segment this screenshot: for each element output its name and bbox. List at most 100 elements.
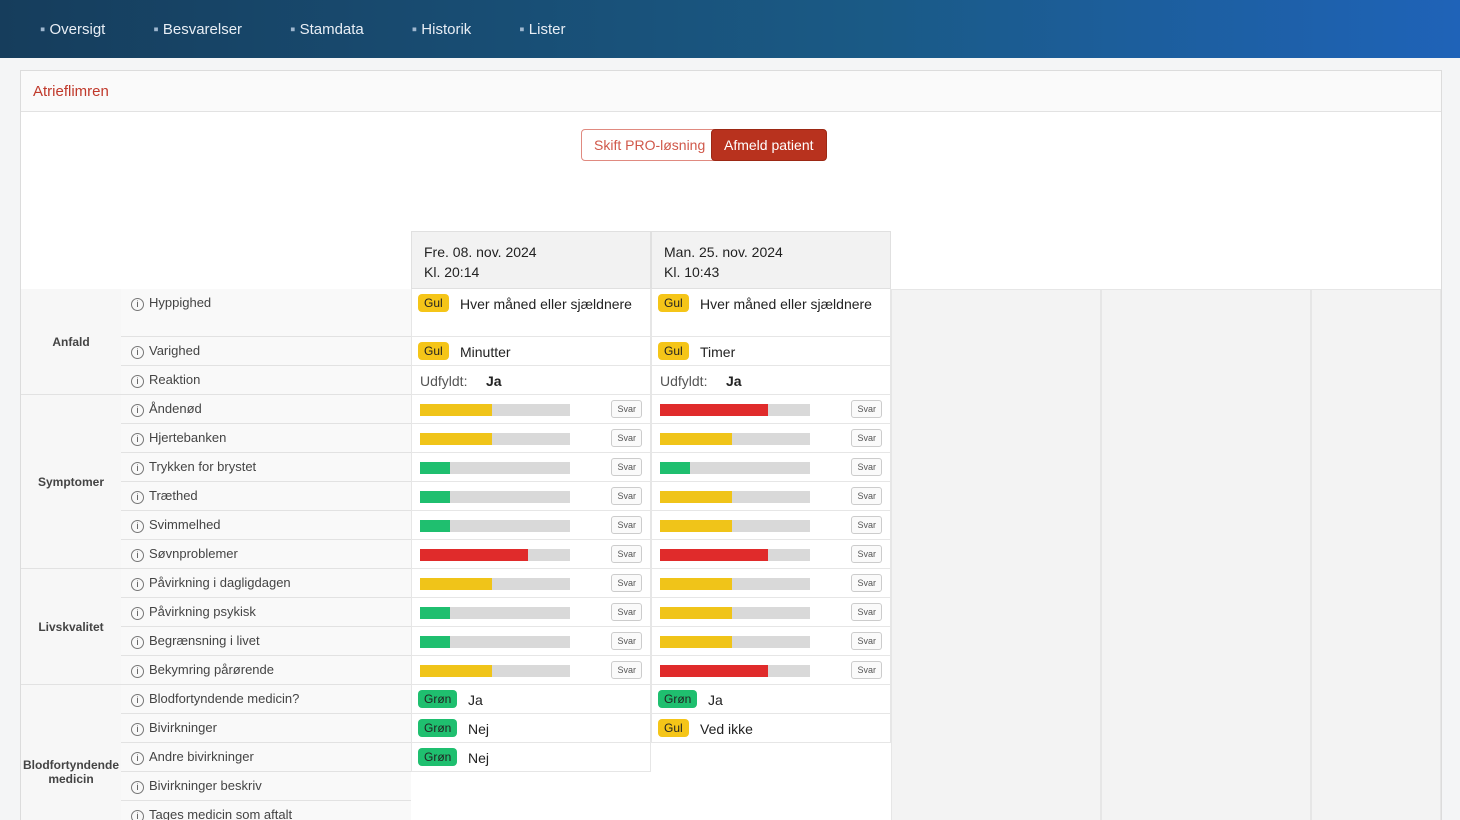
question: i Bivirkninger beskriv	[121, 772, 411, 801]
answer-button[interactable]: Svar	[611, 603, 642, 621]
answer-button[interactable]: Svar	[851, 603, 882, 621]
answer-cell: Svar	[411, 569, 651, 598]
group-label: Anfald	[21, 289, 121, 395]
answer-cell: Gul Hver måned eller sjældnere	[411, 289, 651, 337]
answer-cell: Svar	[651, 627, 891, 656]
answer-text: Nej	[468, 721, 490, 737]
badge: Gul	[658, 719, 689, 737]
panel: Atrieflimren Skift PRO-løsning Afmeld pa…	[20, 70, 1442, 820]
answer-button[interactable]: Svar	[851, 574, 882, 592]
answer-text: Nej	[468, 750, 490, 766]
question-text: Påvirkning i dagligdagen	[149, 575, 291, 590]
question: i Begrænsning i livet	[121, 627, 411, 656]
question: i Reaktion	[121, 366, 411, 395]
bar-track	[660, 665, 810, 677]
answer-cell: Grøn Nej	[411, 743, 651, 772]
answer-cell: Svar	[651, 656, 891, 685]
group-label: Blodfortyndende medicin	[21, 685, 121, 820]
nav-item[interactable]: Lister	[519, 21, 566, 38]
bar-fill	[420, 404, 492, 416]
answer-button[interactable]: Svar	[611, 661, 642, 679]
question-text: Begrænsning i livet	[149, 633, 260, 648]
question: i Hyppighed	[121, 289, 411, 337]
nav-item[interactable]: Oversigt	[40, 21, 106, 38]
question: i Svimmelhed	[121, 511, 411, 540]
answer-button[interactable]: Svar	[611, 429, 642, 447]
switch-button[interactable]: Skift PRO-løsning	[581, 129, 719, 161]
info-icon: i	[131, 520, 144, 533]
info-icon: i	[131, 462, 144, 475]
bar-fill	[420, 433, 492, 445]
question-text: Tages medicin som aftalt	[149, 807, 293, 820]
column-header: Fre. 08. nov. 2024 Kl. 20:14	[411, 231, 651, 289]
bar-fill	[420, 549, 528, 561]
answer-button[interactable]: Svar	[611, 545, 642, 563]
question: i Åndenød	[121, 395, 411, 424]
bar-track	[420, 578, 570, 590]
badge: Gul	[418, 294, 449, 312]
answer-cell: Gul Timer	[651, 337, 891, 366]
answer-button[interactable]: Svar	[611, 574, 642, 592]
answer-text: Ja	[726, 373, 742, 389]
answer-button[interactable]: Svar	[851, 516, 882, 534]
bar-track	[420, 520, 570, 532]
bar-track	[660, 462, 810, 474]
question: i Blodfortyndende medicin?	[121, 685, 411, 714]
question-text: Bivirkninger beskriv	[149, 778, 262, 793]
bar-fill	[420, 578, 492, 590]
answer-button[interactable]: Svar	[611, 458, 642, 476]
bar-track	[660, 607, 810, 619]
bar-fill	[420, 491, 450, 503]
answer-cell: Svar	[651, 482, 891, 511]
nav-item[interactable]: Stamdata	[290, 21, 364, 38]
nav-item[interactable]: Historik	[412, 21, 471, 38]
answer-button[interactable]: Svar	[851, 545, 882, 563]
bar-fill	[660, 665, 768, 677]
answer-cell: Svar	[411, 453, 651, 482]
bar-fill	[660, 636, 732, 648]
answer-button[interactable]: Svar	[851, 458, 882, 476]
bar-fill	[420, 607, 450, 619]
info-icon: i	[131, 781, 144, 794]
answer-text: Ja	[468, 692, 483, 708]
answer-button[interactable]: Svar	[611, 487, 642, 505]
bar-fill	[660, 520, 732, 532]
answer-button[interactable]: Svar	[611, 400, 642, 418]
question: i Søvnproblemer	[121, 540, 411, 569]
info-icon: i	[131, 491, 144, 504]
answer-text: Hver måned eller sjældnere	[460, 296, 632, 312]
question-text: Varighed	[149, 343, 201, 358]
question-text: Trykken for brystet	[149, 459, 257, 474]
bar-track	[420, 665, 570, 677]
question: i Påvirkning i dagligdagen	[121, 569, 411, 598]
answer-button[interactable]: Svar	[851, 487, 882, 505]
answer-cell: Grøn Nej	[411, 714, 651, 743]
answer-cell: Gul Hver måned eller sjældnere	[651, 289, 891, 337]
badge: Grøn	[418, 690, 458, 708]
answer-cell: Svar	[651, 598, 891, 627]
question-text: Påvirkning psykisk	[149, 604, 256, 619]
answer-button[interactable]: Svar	[851, 400, 882, 418]
answer-cell: Grøn Ja	[651, 685, 891, 714]
bar-track	[660, 578, 810, 590]
answer-button[interactable]: Svar	[851, 632, 882, 650]
answer-button[interactable]: Svar	[611, 632, 642, 650]
answer-button[interactable]: Svar	[851, 661, 882, 679]
question: i Tages medicin som aftalt	[121, 801, 411, 820]
info-icon: i	[131, 375, 144, 388]
unsubscribe-button[interactable]: Afmeld patient	[711, 129, 827, 161]
answer-button[interactable]: Svar	[611, 516, 642, 534]
badge: Gul	[658, 294, 689, 312]
bar-fill	[660, 549, 768, 561]
question-text: Bivirkninger	[149, 720, 217, 735]
column-date: Fre. 08. nov. 2024	[424, 244, 537, 260]
question-text: Træthed	[149, 488, 198, 503]
answer-button[interactable]: Svar	[851, 429, 882, 447]
info-icon: i	[131, 607, 144, 620]
bar-fill	[660, 433, 732, 445]
nav-item[interactable]: Besvarelser	[153, 21, 242, 38]
answer-text: Hver måned eller sjældnere	[700, 296, 872, 312]
badge: Gul	[418, 342, 449, 360]
info-icon: i	[131, 723, 144, 736]
info-icon: i	[131, 298, 144, 311]
